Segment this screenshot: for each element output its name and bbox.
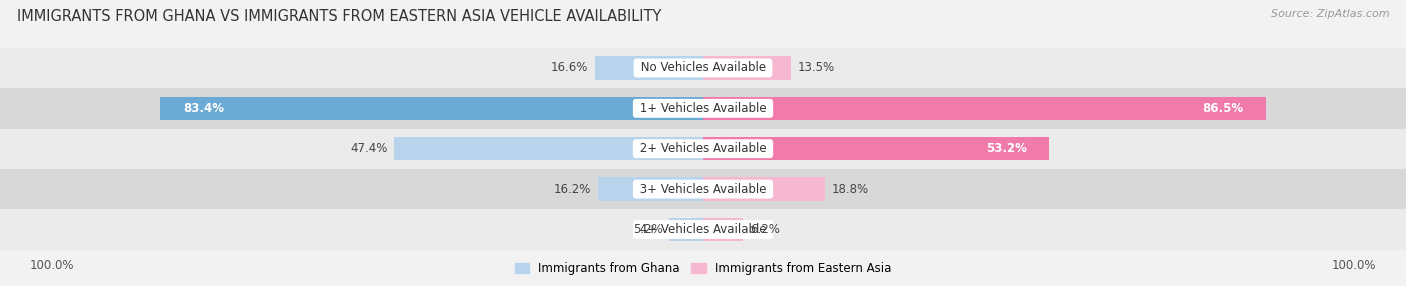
Bar [598, 177, 703, 201]
Bar [703, 56, 790, 80]
Bar [703, 97, 1265, 120]
Bar [703, 218, 744, 241]
Text: 16.6%: 16.6% [551, 61, 589, 74]
Bar [703, 177, 825, 201]
Text: 18.8%: 18.8% [832, 182, 869, 196]
Text: Source: ZipAtlas.com: Source: ZipAtlas.com [1271, 9, 1389, 19]
Bar [0, 128, 1406, 169]
Bar [703, 137, 1049, 160]
Text: 1+ Vehicles Available: 1+ Vehicles Available [636, 102, 770, 115]
Text: 83.4%: 83.4% [183, 102, 224, 115]
Bar [669, 218, 703, 241]
Text: 16.2%: 16.2% [554, 182, 591, 196]
Bar [0, 209, 1406, 250]
Bar [0, 48, 1406, 88]
Text: 86.5%: 86.5% [1202, 102, 1243, 115]
Legend: Immigrants from Ghana, Immigrants from Eastern Asia: Immigrants from Ghana, Immigrants from E… [510, 258, 896, 280]
Text: 47.4%: 47.4% [350, 142, 388, 155]
Text: 6.2%: 6.2% [749, 223, 780, 236]
Bar [595, 56, 703, 80]
Text: 3+ Vehicles Available: 3+ Vehicles Available [636, 182, 770, 196]
Text: No Vehicles Available: No Vehicles Available [637, 61, 769, 74]
Text: 13.5%: 13.5% [797, 61, 835, 74]
Bar [0, 88, 1406, 128]
Text: 4+ Vehicles Available: 4+ Vehicles Available [636, 223, 770, 236]
Text: IMMIGRANTS FROM GHANA VS IMMIGRANTS FROM EASTERN ASIA VEHICLE AVAILABILITY: IMMIGRANTS FROM GHANA VS IMMIGRANTS FROM… [17, 9, 661, 23]
Text: 53.2%: 53.2% [986, 142, 1026, 155]
Text: 5.2%: 5.2% [633, 223, 662, 236]
Bar [0, 169, 1406, 209]
Text: 2+ Vehicles Available: 2+ Vehicles Available [636, 142, 770, 155]
Bar [160, 97, 703, 120]
Bar [395, 137, 703, 160]
